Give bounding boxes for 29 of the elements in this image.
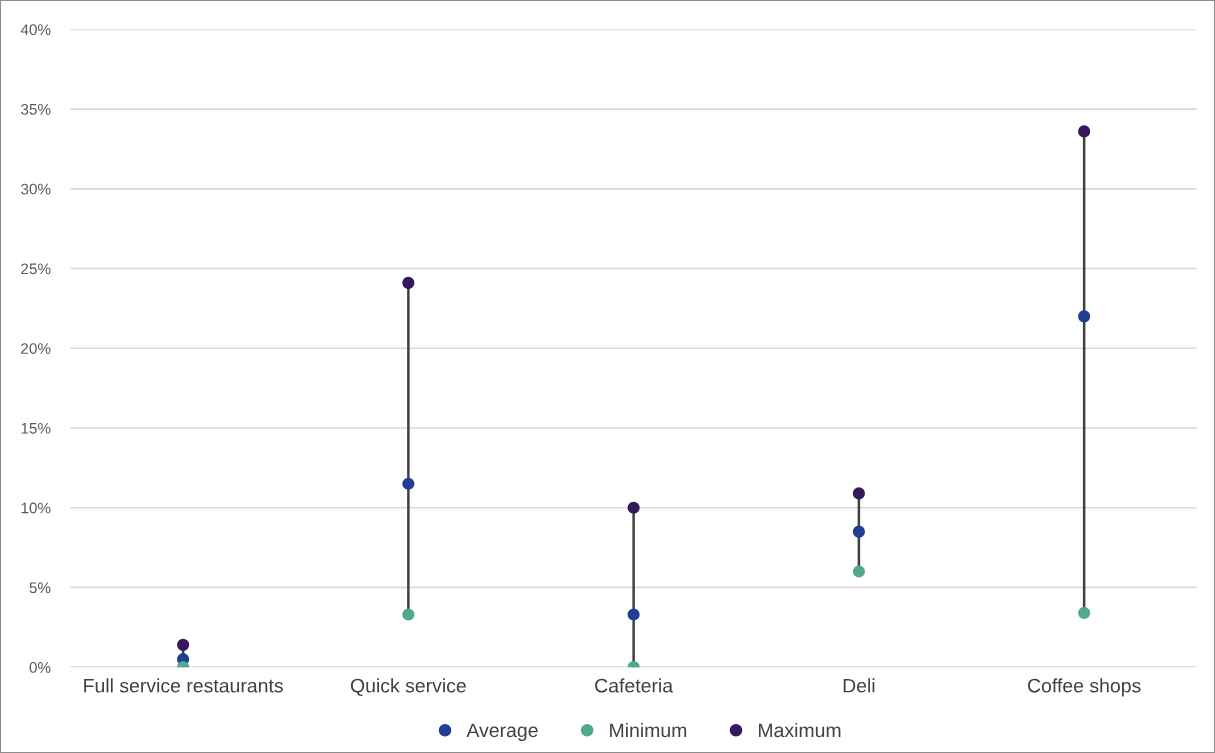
point <box>627 501 640 514</box>
legend-label: Average <box>466 723 538 742</box>
y-tick-label: 20% <box>21 343 51 354</box>
point <box>1078 125 1091 138</box>
y-tick-label: 15% <box>21 422 51 434</box>
point <box>1078 606 1091 620</box>
y-tick-label: 35% <box>21 103 51 115</box>
point <box>627 608 640 621</box>
legend-label: Minimum <box>610 722 687 738</box>
point <box>852 487 865 500</box>
x-tick-label: Deli <box>843 678 875 693</box>
x-tick-label: Cafeteria <box>595 678 674 693</box>
y-tick-label: 5% <box>29 582 51 594</box>
point <box>402 276 415 289</box>
y-tick-label: 40% <box>20 24 51 36</box>
x-tick-label: Full service restaurants <box>84 678 283 693</box>
point <box>177 638 190 651</box>
y-tick-label: 30% <box>21 183 51 195</box>
point <box>1078 310 1091 323</box>
y-tick-label: 10% <box>21 502 51 514</box>
y-tick-label: 25% <box>21 263 51 275</box>
point <box>852 525 865 538</box>
point <box>402 477 415 490</box>
point <box>852 565 865 578</box>
legend-label: Maximum <box>758 722 841 738</box>
y-tick-label: 0% <box>29 662 51 673</box>
x-tick-label: Coffee shops <box>1028 678 1141 697</box>
point <box>402 608 415 621</box>
x-tick-label: Quick service <box>350 678 466 697</box>
